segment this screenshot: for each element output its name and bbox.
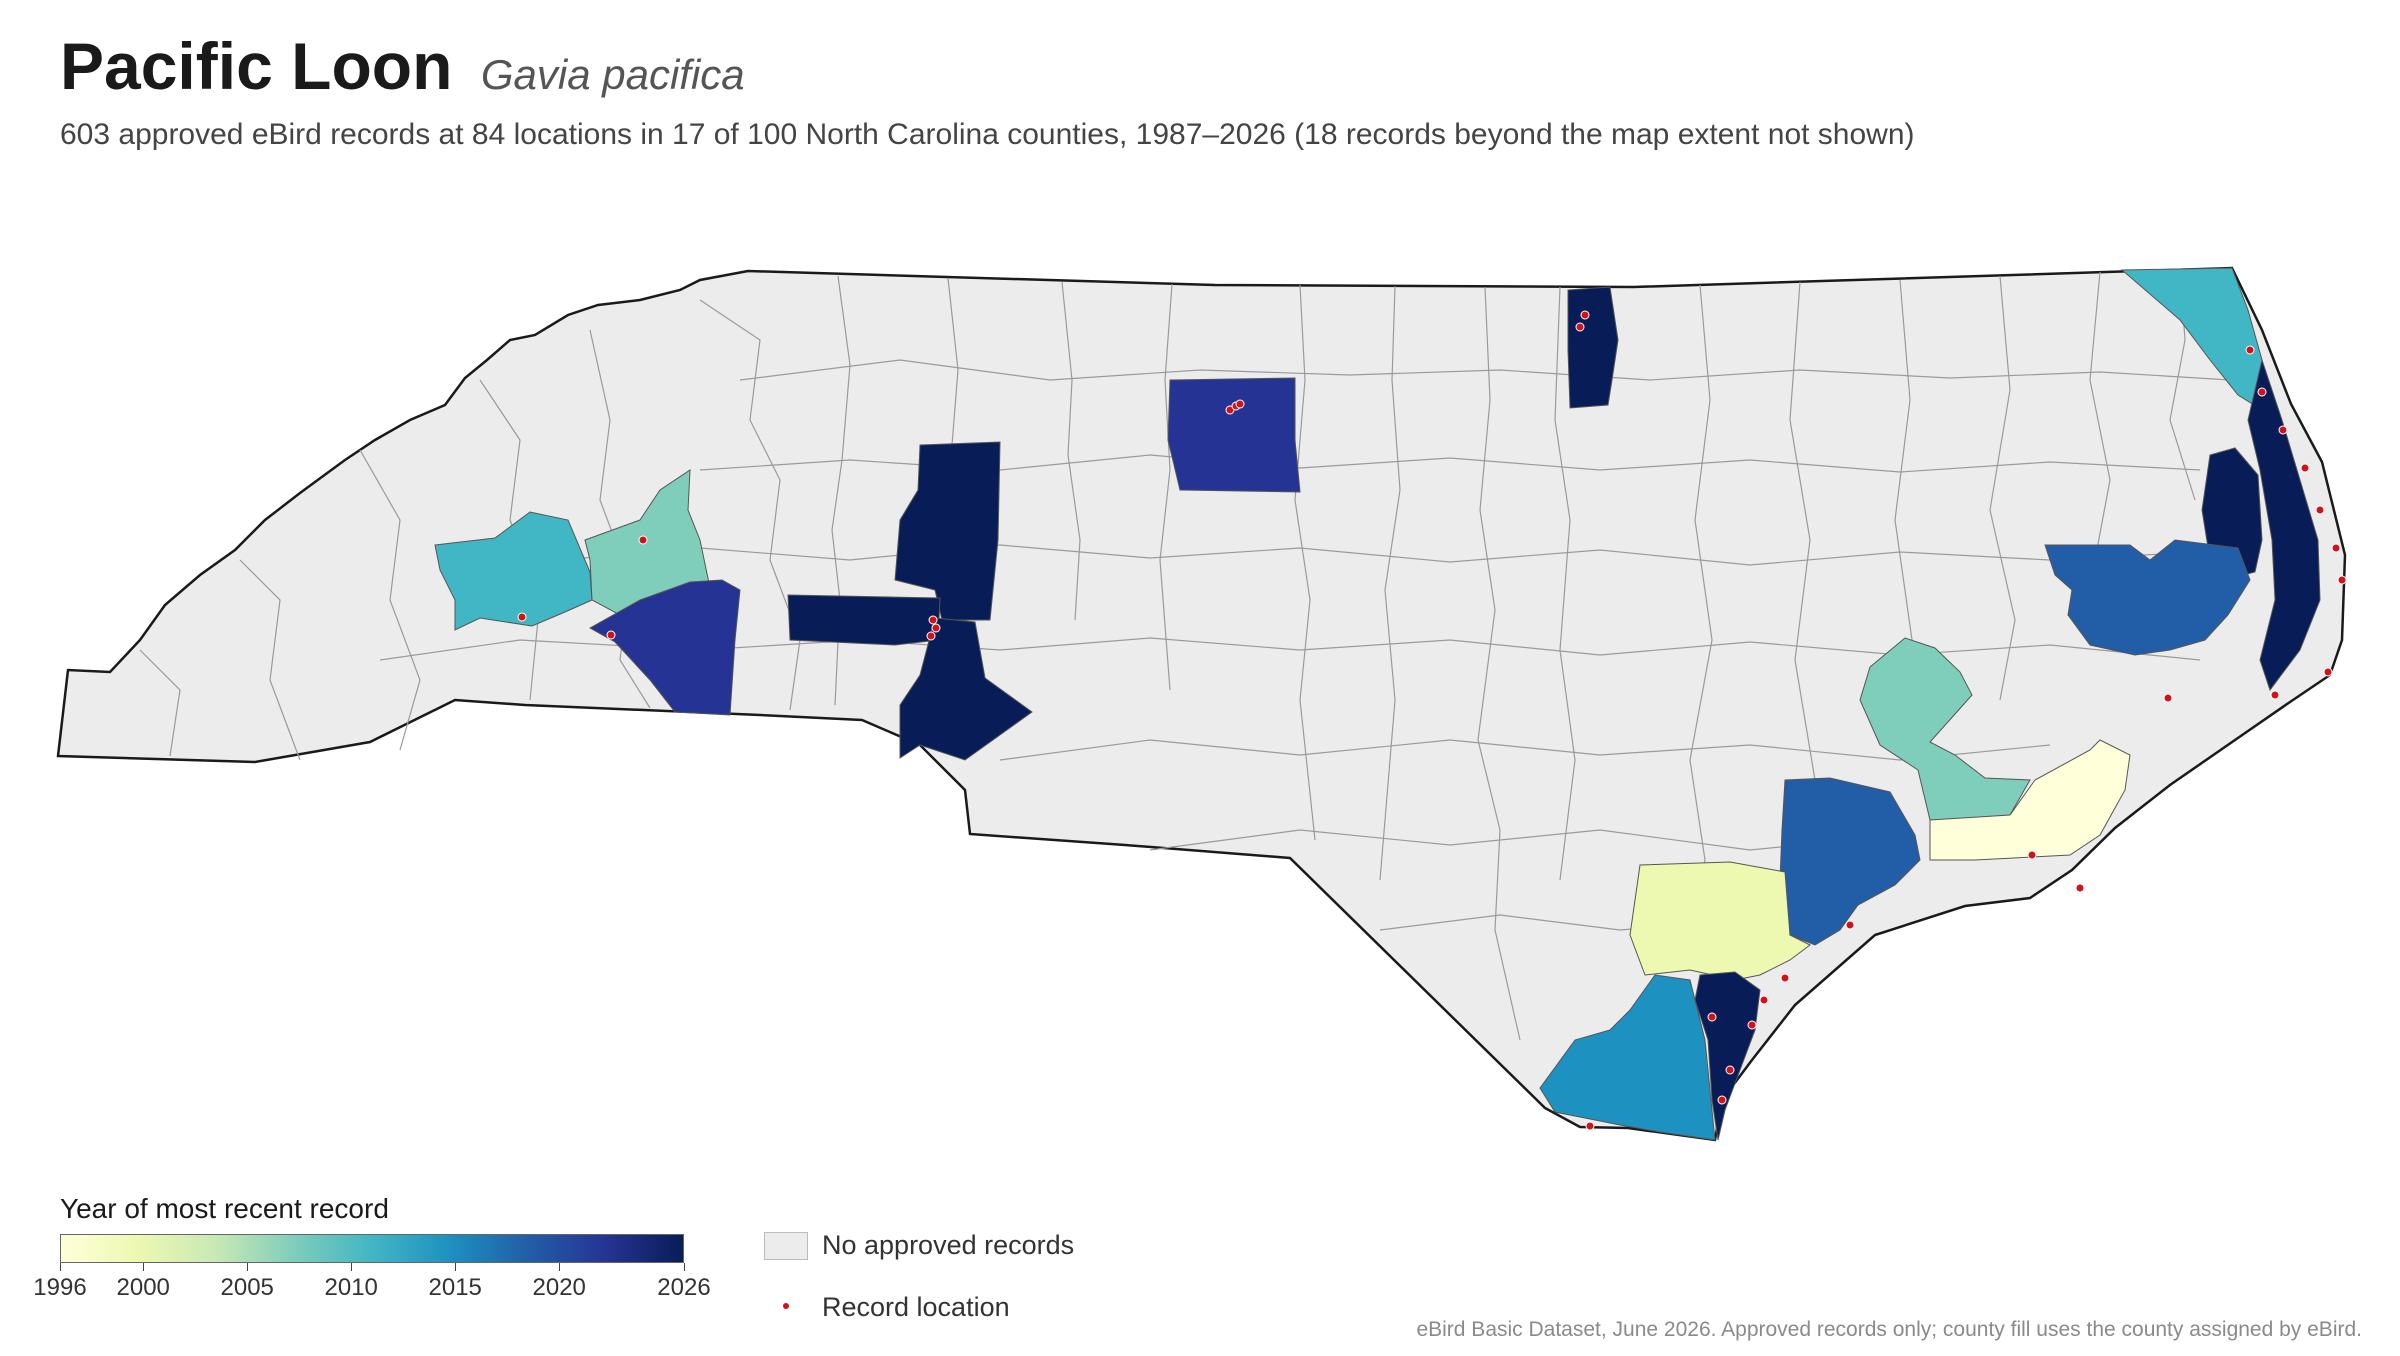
record-dot: [606, 630, 616, 640]
record-dot: [2337, 575, 2347, 585]
colorbar-tick: [455, 1263, 457, 1271]
colorbar-tick-label: 2010: [324, 1274, 378, 1301]
county-granville: [1567, 286, 1619, 409]
record-dot: [1747, 1020, 1757, 1030]
record-dot: [928, 615, 938, 625]
county-dare-outer: [2247, 358, 2321, 692]
colorbar-tick: [60, 1263, 61, 1271]
legend-title: Year of most recent record: [60, 1193, 389, 1224]
county-mecklenburg: [899, 617, 1033, 761]
record-dot: [926, 631, 936, 641]
record-dot: [1780, 973, 1790, 983]
record-dot: [1717, 1095, 1727, 1105]
colorbar-tick: [247, 1263, 249, 1271]
county-pitt: [1859, 637, 2031, 823]
record-dot: [2245, 345, 2255, 355]
record-dot: [2027, 850, 2037, 860]
colorbar-tick-label: 1996: [33, 1274, 87, 1301]
no-records-swatch: [764, 1232, 808, 1260]
record-dot: [2315, 505, 2325, 515]
colorbar-tick: [559, 1263, 561, 1271]
source-note: eBird Basic Dataset, June 2026. Approved…: [1416, 1318, 2362, 1341]
county-brunswick: [1539, 974, 1716, 1141]
county-carteret: [1929, 739, 2131, 861]
species-latin-name: Gavia pacifica: [480, 51, 745, 98]
record-dot: [638, 535, 648, 545]
county-pender: [1629, 861, 1811, 981]
species-title: Pacific Loon: [60, 29, 453, 103]
record-dot: [2300, 463, 2310, 473]
record-location-label: Record location: [822, 1292, 1010, 1322]
record-dot: [2270, 690, 2280, 700]
record-dot: [2331, 543, 2341, 553]
county-hyde: [2044, 539, 2251, 656]
county-buncombe: [434, 511, 593, 631]
record-dot: [2163, 693, 2173, 703]
colorbar-tick: [143, 1263, 145, 1271]
colorbar-tick-label: 2015: [428, 1274, 482, 1301]
record-dot: [1575, 322, 1585, 332]
record-dot: [2257, 387, 2267, 397]
record-dot: [1235, 399, 1245, 409]
map-subtitle: 603 approved eBird records at 84 locatio…: [60, 118, 1915, 151]
colorbar-tick-label: 2026: [657, 1274, 711, 1301]
record-dot: [931, 623, 941, 633]
record-dot: [2278, 425, 2288, 435]
record-locations: [517, 310, 2347, 1131]
colorbar-tick-label: 2020: [532, 1274, 586, 1301]
county-rutherford: [588, 579, 741, 716]
no-records-label: No approved records: [822, 1230, 1075, 1260]
colorbar-tick: [684, 1263, 685, 1271]
record-location-dot-icon: [783, 1303, 789, 1309]
record-dot: [1725, 1065, 1735, 1075]
record-dot: [1759, 995, 1769, 1005]
record-dot: [2323, 667, 2333, 677]
map-header: Pacific Loon Gavia pacifica: [60, 28, 745, 104]
record-dot: [517, 612, 527, 622]
record-dot: [2075, 883, 2085, 893]
record-dot: [1585, 1121, 1595, 1131]
record-dot: [1707, 1012, 1717, 1022]
county-yancey: [584, 469, 711, 616]
colorbar-tick-label: 2005: [220, 1274, 274, 1301]
county-wake: [1167, 377, 1301, 493]
record-dot: [1845, 920, 1855, 930]
colorbar-tick-label: 2000: [116, 1274, 170, 1301]
year-colorbar: [60, 1234, 684, 1263]
record-dot: [1580, 310, 1590, 320]
county-davidson: [787, 594, 941, 646]
colorbar-tick: [351, 1263, 353, 1271]
